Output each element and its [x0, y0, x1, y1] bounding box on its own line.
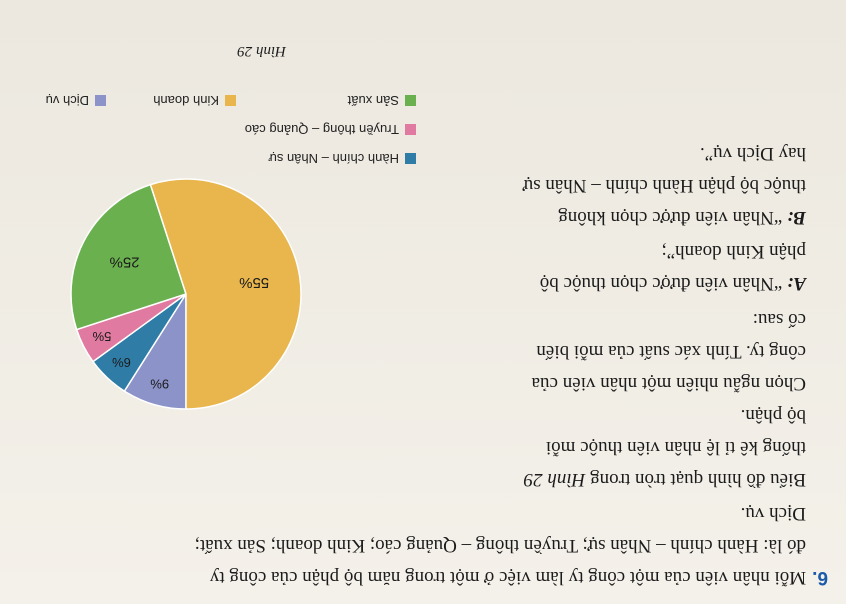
problem-line-1: 6.Mỗi nhân viên của một công ty làm việc… — [209, 567, 828, 588]
pie-label-san-xuat: 25% — [110, 254, 140, 271]
problem-line-3: Dịch vụ. — [740, 503, 806, 524]
legend-swatch-dich-vu — [95, 95, 106, 106]
legend-swatch-san-xuat — [405, 95, 416, 106]
pie-label-hanh-chinh: 6% — [112, 355, 131, 370]
pie-label-truyen-thong: 5% — [92, 329, 111, 344]
legend-swatch-kinh-doanh — [225, 95, 236, 106]
pie-chart: 9% 6%5% 25% 55% — [70, 178, 302, 410]
legend-item-san-xuat: Sản xuất — [348, 93, 416, 108]
text-line-3: bộ phận. — [740, 405, 806, 426]
pie-label-kinh-doanh: 55% — [239, 274, 269, 291]
problem-number: 6. — [812, 567, 828, 588]
legend-item-truyen-thong: Truyền thông – Quảng cáo — [245, 122, 416, 137]
pie-slice-san-xuat — [70, 183, 187, 331]
event-a-line-1: A: “Nhân viên được chọn thuộc bộ — [539, 273, 806, 294]
problem-line-2: đó là: Hành chính – Nhân sự; Truyền thôn… — [194, 535, 806, 556]
event-b-label: B: — [787, 207, 806, 228]
legend-swatch-hanh-chinh — [405, 153, 416, 164]
pie-label-dich-vu: 9% — [150, 377, 169, 392]
text-line-5: công ty. Tính xác suất của mỗi biến — [536, 341, 806, 362]
event-a-label: A: — [787, 273, 806, 294]
event-a-line-2: phận Kinh doanh”; — [661, 241, 806, 262]
text-line-1: Biểu đồ hình quạt tròn trong Hình 29 — [523, 469, 806, 490]
legend-item-dich-vu: Dịch vụ — [46, 93, 106, 108]
pie-slice-kinh-doanh — [149, 178, 302, 410]
figure-caption: Hình 29 — [237, 43, 286, 59]
event-b-line-1: B: “Nhân viên được chọn không — [558, 207, 806, 228]
figure-reference: Hình 29 — [523, 469, 586, 490]
text-line-6: cố sau: — [752, 309, 806, 330]
text-line-4: Chọn ngẫu nhiên một nhân viên của — [531, 373, 806, 394]
event-b-line-3: hay Dịch vụ”. — [699, 143, 806, 164]
legend-item-kinh-doanh: Kinh doanh — [153, 93, 236, 108]
legend-swatch-truyen-thong — [405, 124, 416, 135]
legend-item-hanh-chinh: Hành chính – Nhân sự — [268, 151, 416, 166]
text-line-2: thống kê tỉ lệ nhân viên thuộc mỗi — [545, 437, 806, 458]
event-b-line-2: thuộc bộ phận Hành chính – Nhân sự — [522, 175, 806, 196]
